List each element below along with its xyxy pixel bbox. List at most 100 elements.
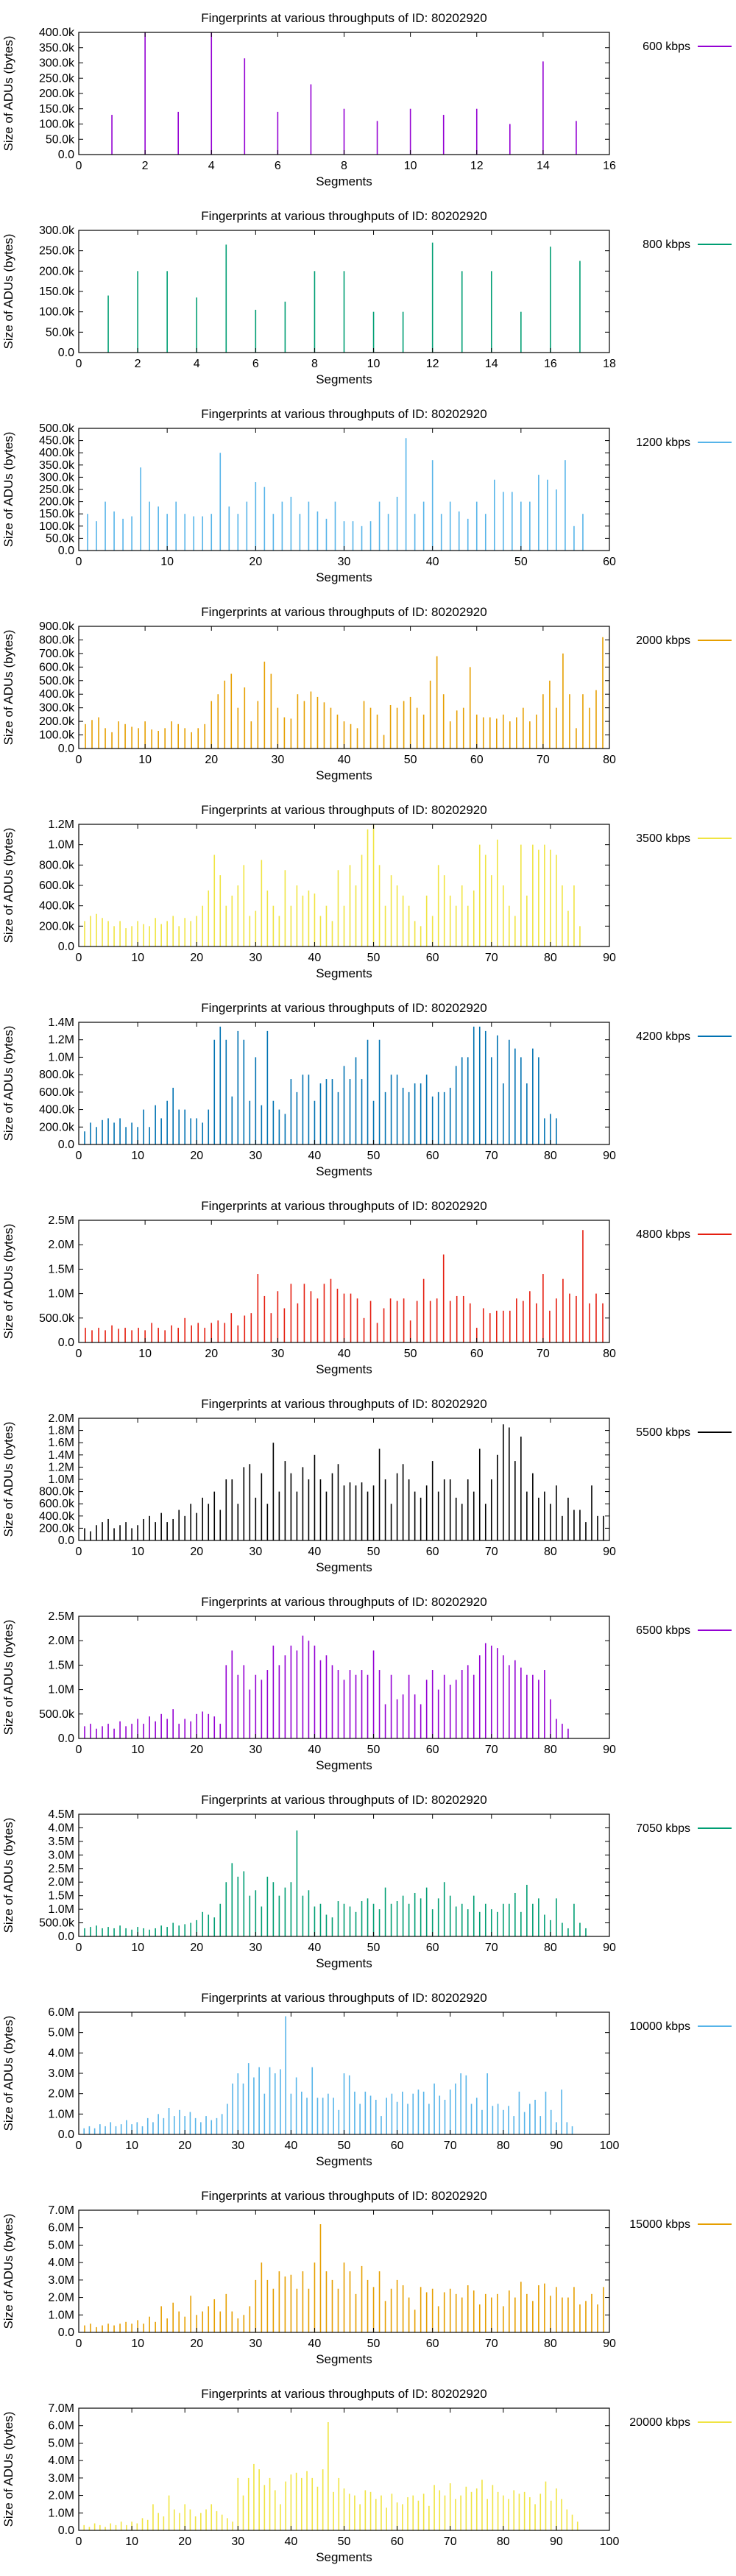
y-tick-label: 6.0M [48,2006,74,2019]
chart-12: Fingerprints at various throughputs of I… [0,2376,736,2574]
x-tick-label: 0 [76,1942,82,1954]
x-tick-label: 90 [603,1150,616,1162]
chart-title: Fingerprints at various throughputs of I… [201,1595,486,1609]
x-tick-label: 10 [131,952,144,964]
chart-title: Fingerprints at various throughputs of I… [201,605,486,619]
y-tick-label: 600.0k [39,1498,75,1510]
y-tick-label: 0.0 [58,347,74,359]
chart-0: Fingerprints at various throughputs of I… [0,0,736,198]
chart-6: Fingerprints at various throughputs of I… [0,1188,736,1386]
x-tick-label: 50 [367,1942,381,1954]
x-tick-label: 14 [537,160,550,172]
y-tick-label: 4.0M [48,2047,74,2059]
y-tick-label: 250.0k [39,72,75,85]
y-tick-label: 400.0k [39,1510,75,1523]
x-axis-label: Segments [316,174,372,188]
x-tick-label: 10 [138,1348,152,1360]
y-tick-label: 1.2M [48,1034,74,1047]
y-tick-label: 50.0k [46,532,75,545]
x-tick-label: 80 [497,2140,510,2152]
x-tick-label: 60 [470,1348,484,1360]
y-tick-label: 350.0k [39,459,75,472]
y-tick-label: 500.0k [39,1708,75,1721]
x-tick-label: 20 [190,1744,203,1756]
y-tick-label: 0.0 [58,941,74,953]
y-tick-label: 2.0M [48,1412,74,1425]
x-tick-label: 50 [367,1744,381,1756]
x-tick-label: 60 [603,556,616,568]
y-axis-label: Size of ADUs (bytes) [1,1422,15,1538]
x-tick-label: 70 [485,1546,498,1558]
x-axis-label: Segments [316,570,372,584]
x-tick-label: 10 [138,754,152,766]
x-tick-label: 10 [160,556,174,568]
y-tick-label: 1.0M [48,1288,74,1301]
x-tick-label: 20 [190,1546,203,1558]
y-tick-label: 200.0k [39,88,75,100]
x-tick-label: 2 [142,160,149,172]
x-tick-label: 18 [603,358,616,370]
y-tick-label: 150.0k [39,508,75,520]
x-tick-label: 70 [485,1150,498,1162]
chart-1: Fingerprints at various throughputs of I… [0,198,736,396]
x-tick-label: 40 [338,754,351,766]
x-tick-label: 10 [131,2338,144,2350]
x-tick-label: 50 [404,754,417,766]
legend-label: 4800 kbps [636,1228,690,1241]
y-tick-label: 4.5M [48,1808,74,1821]
x-tick-label: 80 [544,1744,557,1756]
x-tick-label: 12 [426,358,439,370]
y-tick-label: 0.0 [58,743,74,755]
x-tick-label: 40 [308,1744,322,1756]
y-tick-label: 200.0k [39,496,75,509]
chart-2: Fingerprints at various throughputs of I… [0,396,736,594]
x-tick-label: 0 [76,358,82,370]
x-tick-label: 40 [338,1348,351,1360]
y-tick-label: 0.0 [58,2524,74,2537]
x-axis-label: Segments [316,372,372,386]
x-tick-label: 70 [444,2140,457,2152]
y-tick-label: 2.5M [48,1610,74,1623]
y-tick-label: 300.0k [39,224,75,237]
y-tick-label: 6.0M [48,2222,74,2234]
chart-3: Fingerprints at various throughputs of I… [0,594,736,792]
x-tick-label: 70 [444,2536,457,2548]
y-tick-label: 200.0k [39,715,75,728]
y-axis-label: Size of ADUs (bytes) [1,2016,15,2131]
x-tick-label: 80 [544,1546,557,1558]
y-axis-label: Size of ADUs (bytes) [1,1818,15,1933]
y-tick-label: 450.0k [39,435,75,447]
x-tick-label: 20 [190,1942,203,1954]
x-tick-label: 16 [544,358,557,370]
y-tick-label: 2.5M [48,1863,74,1875]
y-tick-label: 4.0M [48,2455,74,2467]
x-tick-label: 60 [426,2338,439,2350]
y-tick-label: 0.0 [58,1535,74,1547]
y-axis-label: Size of ADUs (bytes) [1,630,15,746]
x-tick-label: 30 [249,1942,262,1954]
x-tick-label: 0 [76,1150,82,1162]
x-tick-label: 20 [190,2338,203,2350]
y-tick-label: 1.0M [48,1903,74,1916]
legend-label: 1200 kbps [636,436,690,449]
y-tick-label: 0.0 [58,1931,74,1943]
y-axis-label: Size of ADUs (bytes) [1,1224,15,1340]
x-tick-label: 40 [285,2536,298,2548]
y-axis-label: Size of ADUs (bytes) [1,2412,15,2527]
x-tick-label: 90 [603,1744,616,1756]
x-tick-label: 90 [603,2338,616,2350]
y-tick-label: 2.5M [48,1214,74,1227]
y-tick-label: 400.0k [39,688,75,701]
chart-svg: Fingerprints at various throughputs of I… [1,1595,732,1772]
x-tick-label: 0 [76,556,82,568]
y-tick-label: 1.4M [48,1016,74,1029]
x-tick-label: 60 [426,1744,439,1756]
y-tick-label: 800.0k [39,634,75,646]
x-tick-label: 10 [125,2536,138,2548]
chart-11: Fingerprints at various throughputs of I… [0,2178,736,2376]
y-tick-label: 0.0 [58,2129,74,2141]
y-axis-label: Size of ADUs (bytes) [1,234,15,350]
chart-svg: Fingerprints at various throughputs of I… [1,1397,732,1574]
x-tick-label: 60 [426,952,439,964]
